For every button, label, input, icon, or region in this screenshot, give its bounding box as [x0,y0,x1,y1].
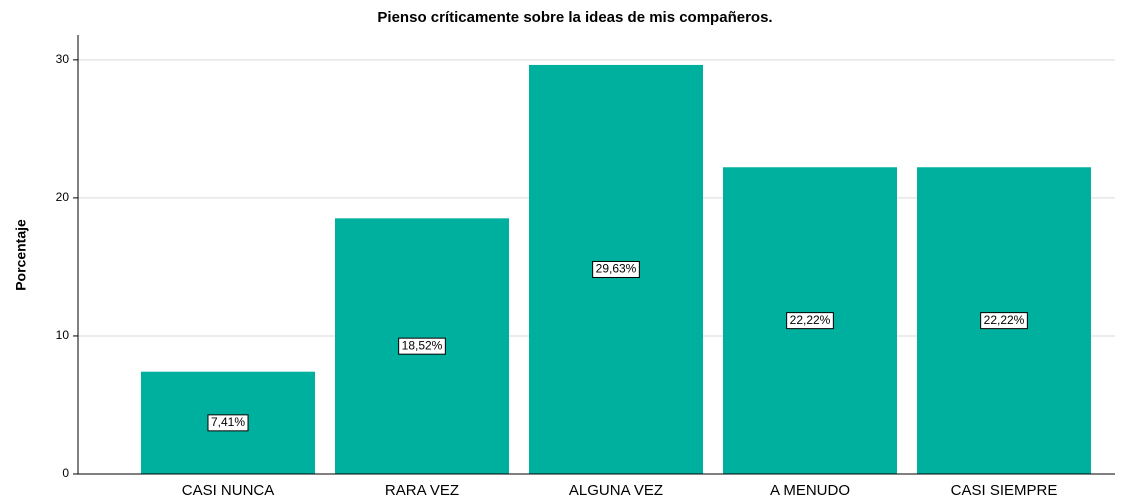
value-label-box [207,414,249,432]
value-label: 22,22% [984,313,1025,327]
x-tick-label: ALGUNA VEZ [569,482,663,499]
y-tick-label: 20 [56,190,70,204]
chart-title: Pienso críticamente sobre la ideas de mi… [377,9,772,26]
y-axis-label: Porcentaje [13,219,29,291]
value-label-box [786,312,834,330]
x-tick-label: CASI NUNCA [182,482,275,499]
value-label-box [592,260,640,278]
value-label-box [980,312,1028,330]
x-tick-label: RARA VEZ [385,482,459,499]
x-tick-label: CASI SIEMPRE [951,482,1058,499]
y-tick-label: 10 [56,328,70,342]
value-label: 7,41% [211,415,245,429]
value-label: 29,63% [596,262,637,276]
value-label: 22,22% [790,313,831,327]
value-label: 18,52% [402,338,443,352]
y-tick-label: 30 [56,52,70,66]
x-tick-label: A MENUDO [770,482,850,499]
value-label-box [398,337,446,355]
y-tick-label: 0 [62,466,69,480]
